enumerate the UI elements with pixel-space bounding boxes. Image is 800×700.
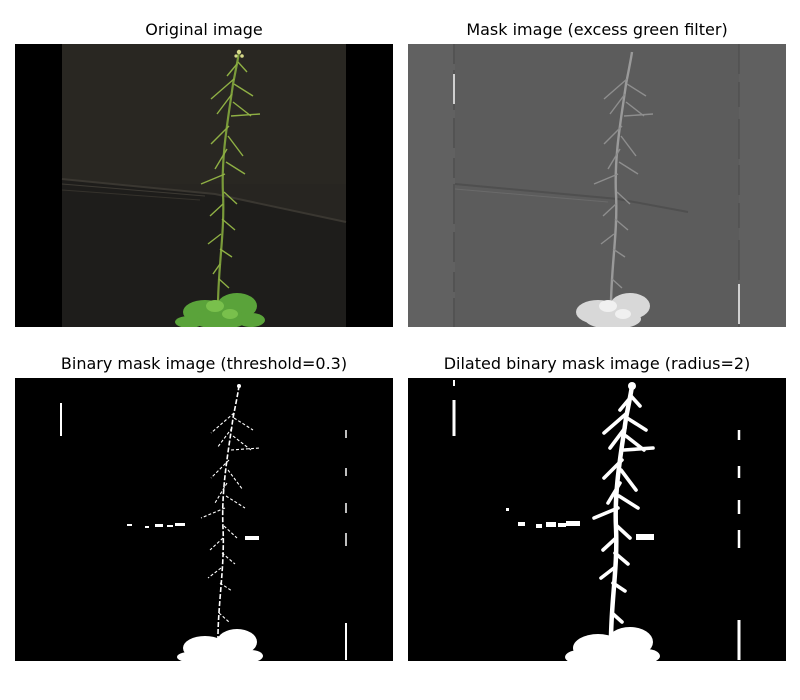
panel-title-original: Original image: [145, 20, 263, 39]
binary-mask-graphic: [15, 378, 393, 661]
panel-title-mask: Mask image (excess green filter): [466, 20, 728, 39]
binary-mask-image: [15, 378, 393, 661]
panel-title-binary: Binary mask image (threshold=0.3): [60, 354, 348, 373]
panel-title-dilated: Dilated binary mask image (radius=2): [443, 354, 751, 373]
mask-image: [408, 44, 786, 327]
original-image-graphic: [15, 44, 393, 327]
original-image: [15, 44, 393, 327]
dilated-mask-graphic: [408, 378, 786, 661]
dilated-mask-image: [408, 378, 786, 661]
mask-image-graphic: [408, 44, 786, 327]
